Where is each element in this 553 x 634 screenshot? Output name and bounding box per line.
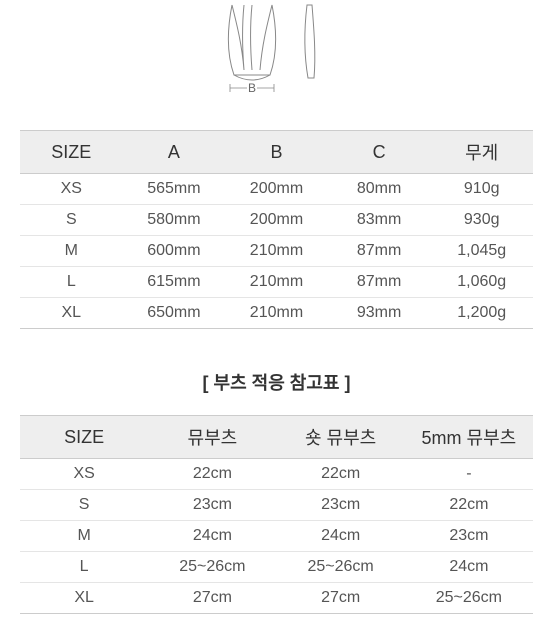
cell: 22cm [277, 459, 405, 490]
cell: 22cm [405, 490, 533, 521]
col-weight: 무게 [430, 131, 533, 174]
cell: 210mm [225, 236, 328, 267]
col-a: A [123, 131, 226, 174]
cell: 930g [430, 205, 533, 236]
table-row: M 24cm 24cm 23cm [20, 521, 533, 552]
cell: 27cm [148, 583, 276, 614]
cell: 1,200g [430, 298, 533, 329]
cell: 25~26cm [277, 552, 405, 583]
cell: XS [20, 174, 123, 205]
cell: S [20, 205, 123, 236]
cell: XL [20, 583, 148, 614]
cell: 615mm [123, 267, 226, 298]
cell: - [405, 459, 533, 490]
cell: 580mm [123, 205, 226, 236]
cell: 910g [430, 174, 533, 205]
table-row: S 580mm 200mm 83mm 930g [20, 205, 533, 236]
fin-diagram: B [20, 0, 533, 100]
table-row: L 25~26cm 25~26cm 24cm [20, 552, 533, 583]
cell: L [20, 267, 123, 298]
cell: 200mm [225, 205, 328, 236]
cell: L [20, 552, 148, 583]
cell: 22cm [148, 459, 276, 490]
cell: 24cm [405, 552, 533, 583]
table-row: XS 22cm 22cm - [20, 459, 533, 490]
cell: 27cm [277, 583, 405, 614]
col-c: C [328, 131, 431, 174]
col-short: 숏 뮤부츠 [277, 416, 405, 459]
col-5mm: 5mm 뮤부츠 [405, 416, 533, 459]
cell: 23cm [277, 490, 405, 521]
table-row: L 615mm 210mm 87mm 1,060g [20, 267, 533, 298]
cell: 93mm [328, 298, 431, 329]
cell: 83mm [328, 205, 431, 236]
boots-section-title: [ 부츠 적응 참고표 ] [20, 369, 533, 395]
col-b: B [225, 131, 328, 174]
table-row: XS 565mm 200mm 80mm 910g [20, 174, 533, 205]
cell: 23cm [405, 521, 533, 552]
cell: 87mm [328, 267, 431, 298]
cell: 87mm [328, 236, 431, 267]
table-row: M 600mm 210mm 87mm 1,045g [20, 236, 533, 267]
col-muboots: 뮤부츠 [148, 416, 276, 459]
cell: 24cm [148, 521, 276, 552]
col-size: SIZE [20, 131, 123, 174]
col-size: SIZE [20, 416, 148, 459]
table-row: S 23cm 23cm 22cm [20, 490, 533, 521]
cell: 1,045g [430, 236, 533, 267]
cell: 210mm [225, 267, 328, 298]
cell: 600mm [123, 236, 226, 267]
cell: XL [20, 298, 123, 329]
fin-svg: B [212, 0, 342, 100]
dim-label-b: B [247, 81, 255, 95]
cell: M [20, 236, 123, 267]
cell: 565mm [123, 174, 226, 205]
cell: 25~26cm [405, 583, 533, 614]
boots-table: SIZE 뮤부츠 숏 뮤부츠 5mm 뮤부츠 XS 22cm 22cm - S … [20, 415, 533, 614]
cell: 1,060g [430, 267, 533, 298]
cell: 200mm [225, 174, 328, 205]
cell: 650mm [123, 298, 226, 329]
cell: XS [20, 459, 148, 490]
size-table-1: SIZE A B C 무게 XS 565mm 200mm 80mm 910g S… [20, 130, 533, 329]
cell: 80mm [328, 174, 431, 205]
cell: M [20, 521, 148, 552]
cell: 210mm [225, 298, 328, 329]
cell: 25~26cm [148, 552, 276, 583]
table-row: XL 27cm 27cm 25~26cm [20, 583, 533, 614]
cell: 24cm [277, 521, 405, 552]
cell: S [20, 490, 148, 521]
cell: 23cm [148, 490, 276, 521]
table-row: XL 650mm 210mm 93mm 1,200g [20, 298, 533, 329]
